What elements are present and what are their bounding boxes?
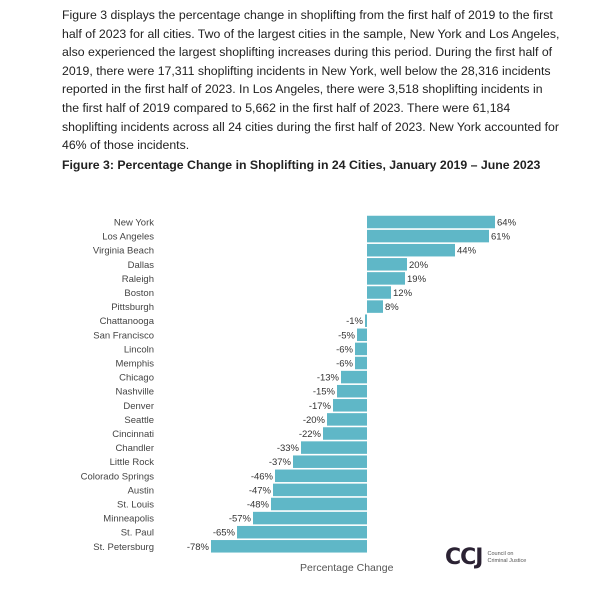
bar — [273, 483, 367, 497]
data-label: -6% — [336, 344, 353, 355]
category-label: Dallas — [128, 260, 155, 271]
intro-paragraph: Figure 3 displays the percentage change … — [62, 8, 560, 153]
bar — [271, 497, 367, 511]
data-label: -15% — [313, 387, 336, 398]
category-label: New York — [114, 218, 154, 229]
data-label: -78% — [187, 542, 210, 553]
logo-mark: CCJ — [445, 545, 483, 570]
data-label: -33% — [277, 443, 300, 454]
bar — [333, 399, 367, 412]
data-label: -13% — [317, 373, 340, 384]
bar — [367, 229, 489, 243]
category-label: Colorado Springs — [81, 471, 155, 482]
category-label: Lincoln — [124, 344, 154, 355]
category-label: Chattanooga — [100, 316, 155, 327]
category-label: St. Petersburg — [93, 542, 154, 553]
category-label: Los Angeles — [102, 232, 154, 243]
category-label: Raleigh — [122, 274, 154, 285]
data-label: -47% — [249, 485, 272, 496]
bar — [367, 215, 495, 229]
category-label: Nashville — [115, 387, 154, 398]
category-label: Denver — [123, 401, 154, 412]
category-label: Chandler — [115, 443, 154, 454]
category-label: San Francisco — [93, 330, 154, 341]
data-label: -20% — [303, 415, 326, 426]
category-label: St. Louis — [117, 500, 154, 511]
data-label: 64% — [497, 218, 517, 229]
bar — [301, 441, 367, 454]
data-label: -22% — [299, 429, 322, 440]
data-label: -57% — [229, 514, 252, 525]
data-label: 20% — [409, 260, 429, 271]
data-label: -46% — [251, 471, 274, 482]
data-label: -65% — [213, 528, 236, 539]
x-axis-label: Percentage Change — [300, 562, 394, 574]
category-label: St. Paul — [121, 528, 154, 539]
chart-title: Figure 3: Percentage Change in Shoplifti… — [62, 158, 541, 172]
data-label: 8% — [385, 302, 399, 313]
bar — [323, 427, 367, 440]
bar — [275, 469, 367, 483]
data-label: 19% — [407, 274, 427, 285]
data-label: 44% — [457, 246, 477, 257]
bar — [367, 300, 383, 313]
data-label: -6% — [336, 359, 353, 370]
data-label: -1% — [346, 316, 363, 327]
category-label: Memphis — [115, 359, 154, 370]
category-label: Seattle — [124, 415, 154, 426]
category-label: Pittsburgh — [111, 302, 154, 313]
logo-text: Council on Criminal Justice — [487, 551, 527, 564]
data-label: -37% — [269, 457, 292, 468]
bar — [355, 342, 367, 356]
category-label: Little Rock — [110, 457, 155, 468]
bar — [327, 413, 367, 426]
ccj-logo: CCJ Council on Criminal Justice — [445, 545, 527, 570]
bar — [253, 511, 367, 525]
category-label: Cincinnati — [112, 429, 154, 440]
data-label: -17% — [309, 401, 332, 412]
category-label: Minneapolis — [103, 514, 154, 525]
category-label: Austin — [128, 485, 154, 496]
bar — [293, 455, 367, 468]
bar — [211, 540, 367, 553]
bar — [367, 243, 455, 257]
bar — [365, 314, 367, 327]
bar — [367, 258, 407, 271]
data-label: 12% — [393, 288, 413, 299]
bar — [337, 384, 367, 398]
data-label: 61% — [491, 232, 511, 243]
bar — [367, 286, 391, 299]
bar — [355, 356, 367, 370]
data-label: -5% — [338, 330, 355, 341]
category-label: Chicago — [119, 373, 154, 384]
category-label: Virginia Beach — [93, 246, 154, 257]
bar — [237, 525, 367, 539]
bar — [367, 272, 405, 285]
category-label: Boston — [124, 288, 154, 299]
bar — [357, 328, 367, 342]
bar — [341, 370, 367, 384]
data-label: -48% — [247, 500, 270, 511]
